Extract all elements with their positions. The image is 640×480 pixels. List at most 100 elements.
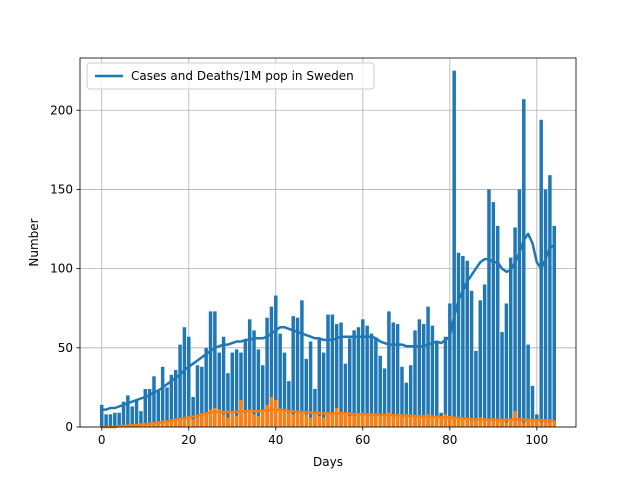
cases-bar [548,175,552,427]
deaths-bar [404,414,409,427]
deaths-bar [465,419,469,427]
cases-bar [539,119,543,427]
cases-bar [321,352,326,427]
y-tick-label: 0 [65,420,73,434]
deaths-bar [356,414,361,427]
deaths-bar [239,400,243,427]
legend-label: Cases and Deaths/1M pop in Sweden [131,69,354,83]
cases-bar [517,189,522,427]
cases-bar [487,189,491,427]
y-axis-ticks: 0 50 100 150 200 [50,103,80,434]
deaths-bar [539,422,543,427]
deaths-bar [252,414,256,427]
deaths-bar [474,419,478,427]
deaths-bar [448,415,452,427]
deaths-bar [169,420,174,427]
cases-bar [456,252,461,427]
cases-bar [552,225,556,427]
cases-bar [530,385,535,427]
cases-bar [256,349,261,427]
y-tick-label: 100 [50,262,73,276]
deaths-bar [526,419,530,427]
deaths-bar [530,420,535,427]
cases-bar [100,404,104,427]
deaths-bar [165,420,169,427]
deaths-bar [413,415,417,427]
cases-bar [230,352,235,427]
cases-bar [300,300,304,427]
cases-bar [404,382,409,427]
cases-bar [326,314,330,427]
deaths-bar [430,415,435,427]
cases-bar [361,319,365,427]
cases-bar [352,330,356,427]
cases-bar [260,365,265,427]
cases-bar [217,352,221,427]
cases-bar [139,411,143,427]
deaths-bar [321,417,326,427]
cases-bar [282,352,287,427]
deaths-bar [378,414,382,427]
x-tick-label: 0 [98,433,106,447]
x-tick-label: 20 [181,433,196,447]
deaths-bar [191,419,195,427]
deaths-bar [552,420,556,427]
deaths-bar [408,415,413,427]
cases-bar [469,290,474,427]
deaths-bar [500,420,504,427]
deaths-bar [417,415,422,427]
deaths-bar [543,419,548,427]
cases-bar [121,401,126,427]
cases-bar [430,325,435,427]
deaths-bar [287,412,291,427]
deaths-bar [517,420,522,427]
deaths-bar [343,414,348,427]
deaths-bar [304,414,308,427]
cases-bar [291,316,295,427]
cases-bar [287,381,291,427]
y-axis-label: Number [27,218,41,266]
cases-bar [178,344,182,427]
y-tick-label: 150 [50,182,73,196]
deaths-bar [508,419,513,427]
cases-bar [343,363,348,427]
cases-bar [165,387,169,427]
cases-bar [448,303,452,427]
cases-bar [247,319,252,427]
cases-bar [426,306,430,427]
deaths-bar [487,420,491,427]
cases-bar [239,352,243,427]
cases-bar [152,376,156,427]
cases-bar [495,225,500,427]
cases-bar [278,333,282,427]
deaths-bar [313,412,317,427]
cases-bar [391,322,396,427]
cases-bar [195,365,200,427]
cases-bar [491,202,496,427]
deaths-bar [230,412,235,427]
deaths-bar [243,412,248,427]
cases-bar [365,325,369,427]
cases-bar [378,355,382,427]
x-tick-label: 40 [268,433,283,447]
cases-bar [173,369,178,427]
cases-bar [243,339,248,427]
cases-bar [330,314,335,427]
deaths-bar [217,409,221,427]
deaths-bar [535,420,539,427]
deaths-bar [221,414,226,427]
cases-bar [221,336,226,427]
deaths-bar [469,420,474,427]
deaths-bar [452,417,456,427]
x-tick-label: 60 [355,433,370,447]
deaths-bar [282,411,287,427]
cases-bar [465,260,469,427]
gridlines [80,58,576,428]
cases-bar [443,336,448,427]
deaths-bar [504,422,509,427]
cases-bar [113,412,117,427]
cases-bar [169,374,174,427]
deaths-bar [182,419,187,427]
deaths-bar [461,417,465,427]
